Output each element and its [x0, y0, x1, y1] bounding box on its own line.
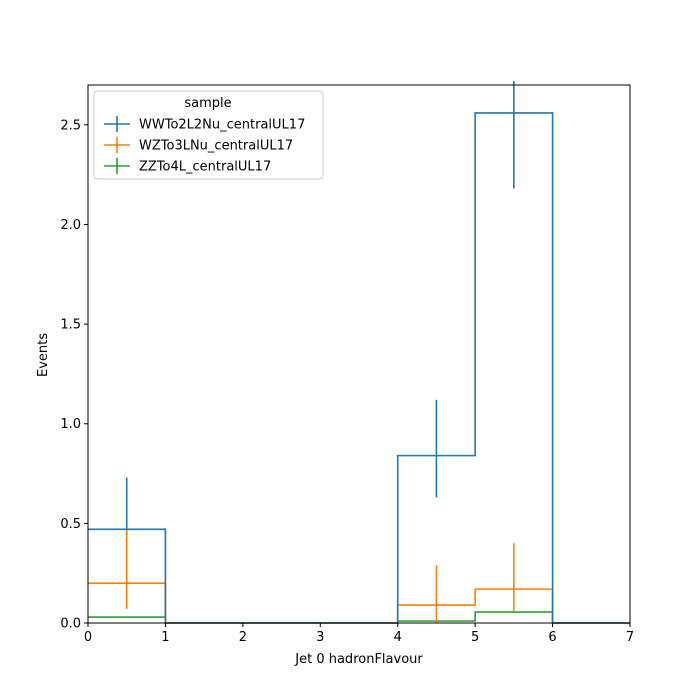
legend-label: WZTo3LNu_centralUL17: [139, 139, 293, 154]
legend-entries: WWTo2L2Nu_centralUL17 WZTo3LNu_centralUL1…: [104, 116, 305, 175]
legend-title: sample: [184, 96, 231, 111]
y-axis: 0.0 0.5 1.0 1.5 2.0 2.5: [60, 118, 88, 632]
x-tick-label: 1: [161, 630, 169, 645]
x-tick-label: 7: [626, 630, 634, 645]
y-axis-label: Events: [36, 333, 51, 377]
y-tick-label: 2.0: [60, 218, 81, 233]
y-tick-label: 2.5: [60, 118, 81, 133]
plot-area: [88, 81, 630, 624]
x-tick-label: 5: [471, 630, 479, 645]
legend-label: ZZTo4L_centralUL17: [139, 160, 271, 175]
step-line: [88, 112, 630, 624]
legend-entry: ZZTo4L_centralUL17: [104, 158, 271, 175]
y-tick-label: 0.0: [60, 617, 81, 632]
legend-box: [93, 90, 324, 180]
legend-label: WWTo2L2Nu_centralUL17: [139, 118, 305, 133]
y-tick-label: 1.0: [60, 417, 81, 432]
x-axis: 0 1 2 3 4 5 6 7: [84, 623, 634, 645]
x-tick-label: 6: [548, 630, 556, 645]
y-tick-label: 0.5: [60, 517, 81, 532]
x-tick-label: 4: [394, 630, 402, 645]
y-tick-label: 1.5: [60, 318, 81, 333]
x-axis-label: Jet 0 hadronFlavour: [294, 652, 423, 667]
x-tick-label: 0: [84, 630, 92, 645]
series-WWTo2L2Nu_centralUL17: [88, 81, 630, 624]
legend-entry: WWTo2L2Nu_centralUL17: [104, 116, 305, 133]
axes-frame: [87, 84, 631, 624]
x-tick-label: 2: [239, 630, 247, 645]
x-tick-label: 3: [316, 630, 324, 645]
legend-entry: WZTo3LNu_centralUL17: [104, 137, 293, 154]
legend: sample WWTo2L2Nu_centralUL17 WZTo3LNu_cen…: [93, 90, 324, 180]
